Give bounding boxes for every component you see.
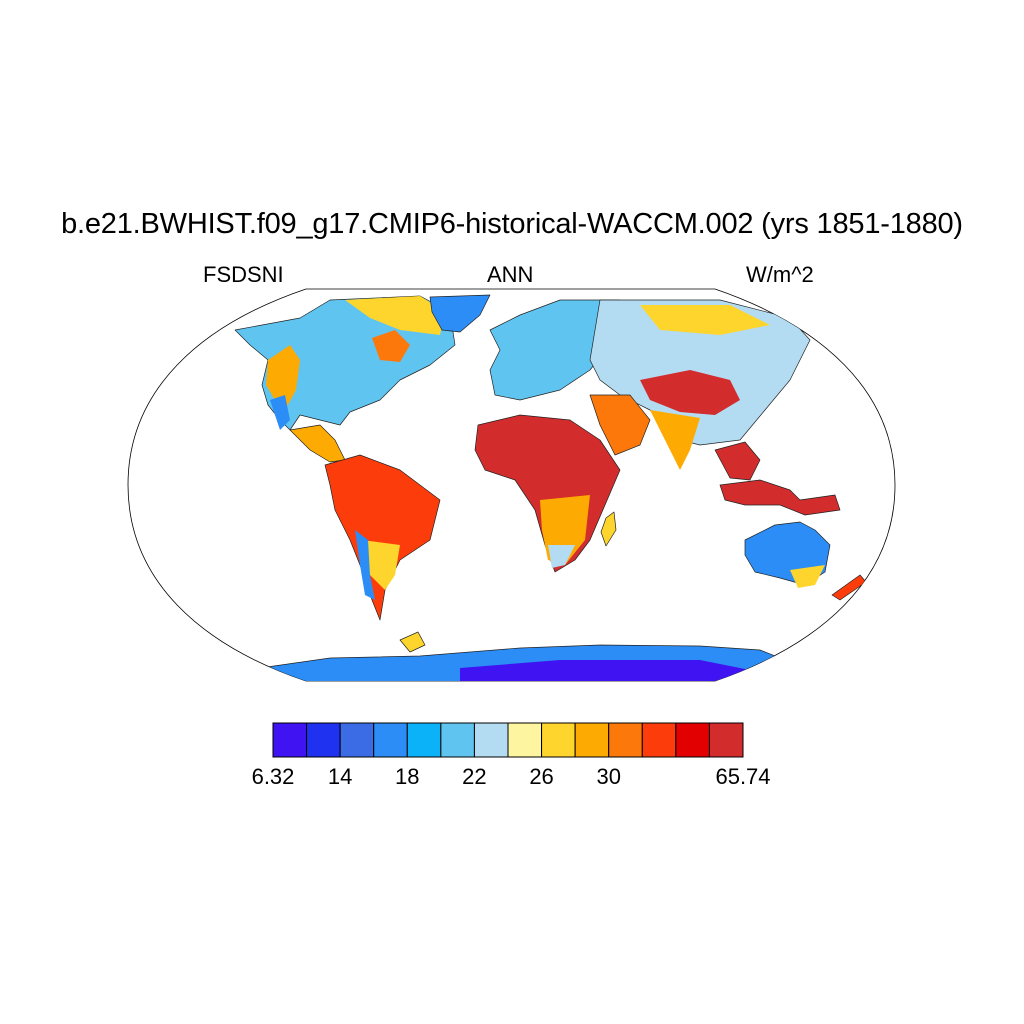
madagascar-region <box>600 511 617 547</box>
colorbar-tick-label: 6.32 <box>251 764 295 789</box>
colorbar-tick-label: 65.74 <box>715 764 771 789</box>
colorbar-swatch <box>272 722 308 758</box>
colorbar-tick-label: 22 <box>462 764 487 789</box>
south-america-south-region <box>362 540 400 590</box>
colorbar-swatch <box>440 722 475 758</box>
usa-cool-region <box>270 395 290 430</box>
colorbar-swatch <box>373 722 408 758</box>
southeast-asia-region <box>714 441 761 481</box>
colorbar-swatch <box>641 722 677 758</box>
indonesia-region <box>719 479 841 516</box>
arabia-region <box>589 394 651 456</box>
india-region <box>650 410 700 470</box>
units-label: W/m^2 <box>746 262 814 287</box>
west-coast-region <box>266 345 300 410</box>
colorbar-swatch <box>574 722 610 758</box>
andes-region <box>355 530 375 600</box>
colorbar-tick-label: 26 <box>529 764 554 789</box>
north-asia-warm-region <box>640 305 770 335</box>
colorbar-tick-label: 18 <box>395 764 420 789</box>
map-title: b.e21.BWHIST.f09_g17.CMIP6-historical-WA… <box>61 208 963 240</box>
colorbar-swatch <box>675 722 710 758</box>
colorbar-swatch <box>708 722 744 758</box>
north-america-warm-region <box>345 296 445 335</box>
greenland-region <box>429 294 491 333</box>
colorbar-swatch <box>306 722 341 758</box>
antarctica-interior-region <box>460 660 760 681</box>
variable-label: FSDSNI <box>203 262 284 287</box>
colorbar-swatch <box>608 722 643 758</box>
antarctic-peninsula-region <box>399 631 426 653</box>
central-asia-hot-region <box>640 370 740 415</box>
hudson-region <box>372 330 410 362</box>
colorbar-swatch <box>406 722 442 758</box>
colorbar-tick-label: 30 <box>596 764 621 789</box>
season-label: ANN <box>487 262 534 287</box>
south-america-region <box>324 454 441 621</box>
colorbar-tick-label: 14 <box>327 764 353 789</box>
colorbar-swatch <box>541 722 576 758</box>
south-africa-cool-region <box>548 545 575 568</box>
colorbar-swatch <box>473 722 509 758</box>
colorbar-swatch <box>507 722 543 758</box>
colorbar-swatch <box>339 722 375 758</box>
australia-north-region <box>790 565 825 588</box>
